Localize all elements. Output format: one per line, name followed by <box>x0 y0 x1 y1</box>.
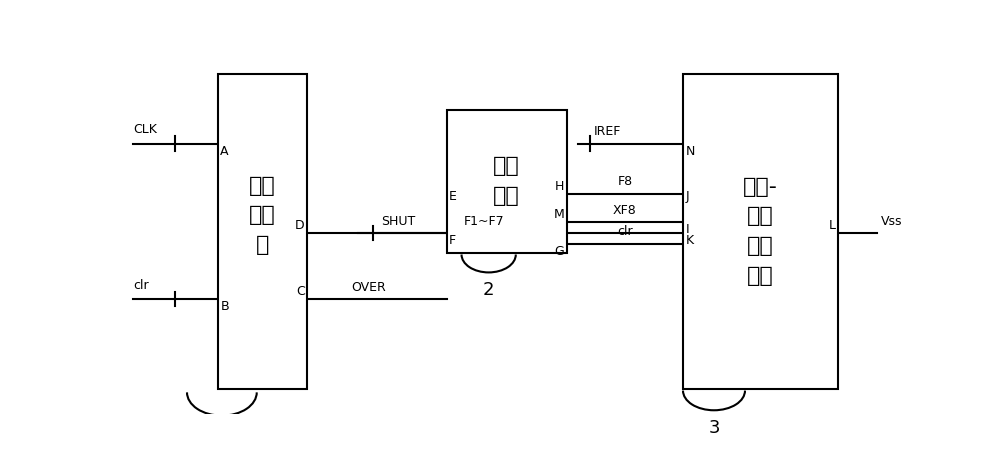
Text: C: C <box>296 285 305 298</box>
Text: A: A <box>220 145 229 158</box>
Text: F8: F8 <box>617 175 632 188</box>
Bar <box>447 110 567 253</box>
Bar <box>218 74 307 389</box>
Text: M: M <box>554 208 564 221</box>
Text: 电流-
电压
转换
电路: 电流- 电压 转换 电路 <box>743 177 778 286</box>
Text: OVER: OVER <box>352 281 386 294</box>
Text: I: I <box>685 223 689 236</box>
Text: IREF: IREF <box>594 125 621 138</box>
Text: XF8: XF8 <box>613 204 637 217</box>
Text: F1~F7: F1~F7 <box>464 215 505 228</box>
Text: 控制
电路: 控制 电路 <box>493 156 520 206</box>
Text: 3: 3 <box>708 419 720 437</box>
Text: G: G <box>555 245 564 258</box>
Text: clr: clr <box>617 226 633 239</box>
Text: N: N <box>685 145 695 158</box>
Bar <box>683 74 838 389</box>
Text: J: J <box>685 190 689 203</box>
Text: clr: clr <box>133 279 148 292</box>
Text: Vss: Vss <box>881 215 902 228</box>
Text: L: L <box>829 219 836 232</box>
Text: CLK: CLK <box>133 123 157 136</box>
Text: D: D <box>295 219 305 232</box>
Text: E: E <box>449 190 457 203</box>
Text: H: H <box>555 179 564 193</box>
Text: SHUT: SHUT <box>381 215 415 228</box>
Text: K: K <box>685 234 693 247</box>
Text: 分频
器电
路: 分频 器电 路 <box>249 176 276 255</box>
Text: B: B <box>220 300 229 313</box>
Text: F: F <box>449 234 456 247</box>
Text: 2: 2 <box>483 281 494 299</box>
